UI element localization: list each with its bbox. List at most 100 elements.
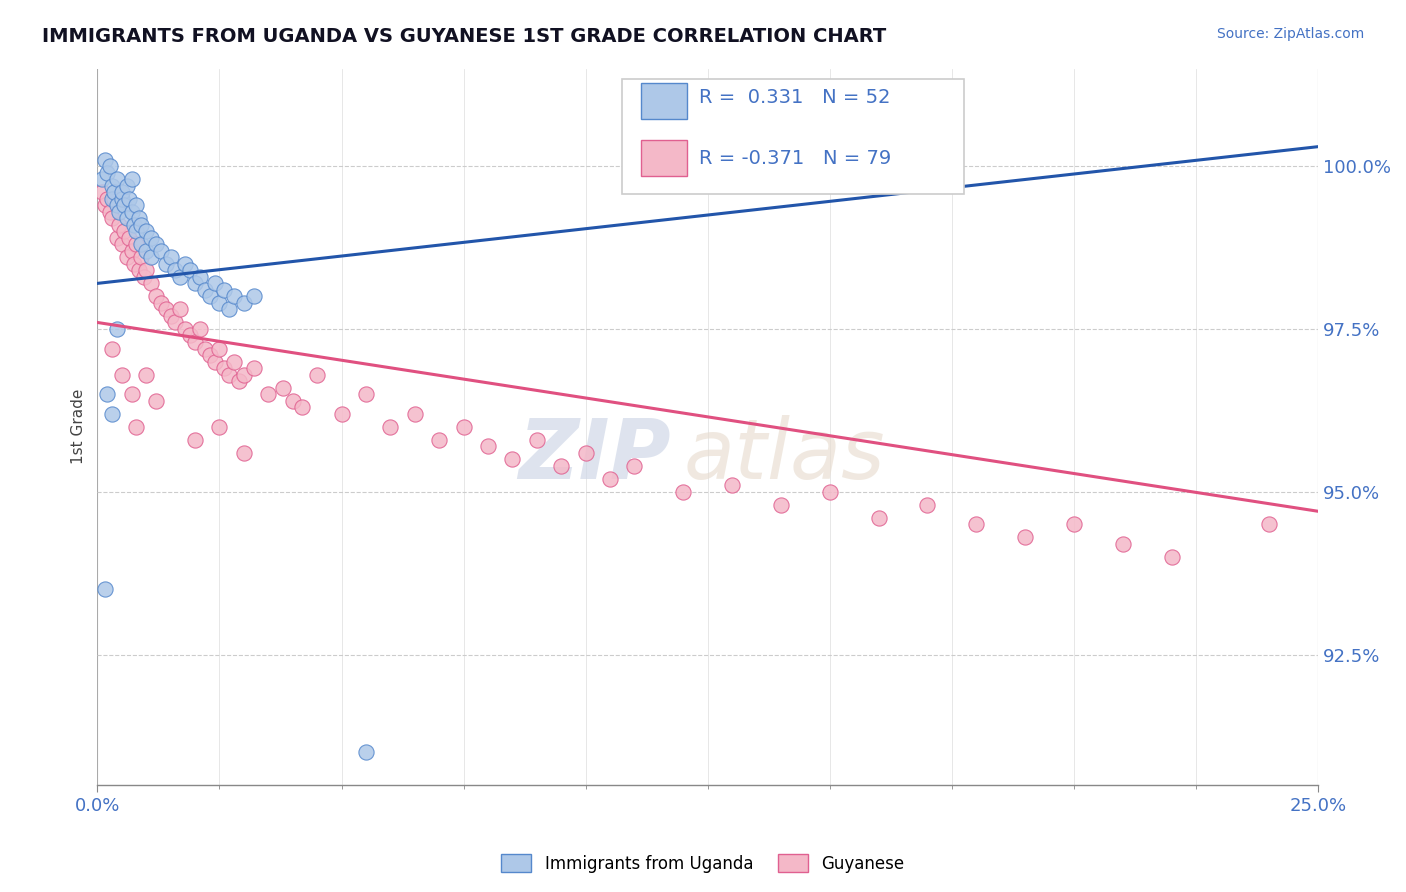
Point (965, 517, 987, 532)
Point (139, 251, 162, 265)
Point (135, 263, 157, 277)
Text: Source: ZipAtlas.com: Source: ZipAtlas.com (1216, 27, 1364, 41)
Point (96, 166, 118, 180)
Point (129, 218, 152, 232)
Point (188, 269, 211, 284)
Point (868, 510, 890, 524)
Point (93, 198, 115, 212)
Point (112, 224, 135, 238)
Point (214, 361, 236, 376)
Point (1063, 517, 1085, 532)
Point (96, 387, 118, 401)
Point (721, 478, 744, 492)
Point (174, 322, 197, 336)
Point (354, 387, 377, 401)
Point (184, 433, 207, 447)
Point (232, 296, 254, 310)
Point (93, 582, 115, 597)
Point (101, 192, 124, 206)
Point (121, 204, 143, 219)
Point (101, 342, 124, 356)
Point (125, 198, 148, 212)
Point (194, 283, 217, 297)
Point (599, 472, 621, 486)
Point (165, 263, 187, 277)
Point (111, 368, 134, 382)
Point (122, 257, 145, 271)
FancyBboxPatch shape (641, 140, 688, 176)
Point (271, 380, 294, 394)
Point (184, 277, 207, 291)
Point (96, 192, 118, 206)
Point (108, 218, 131, 232)
Point (208, 419, 231, 434)
Point (101, 211, 124, 226)
Point (105, 322, 128, 336)
Point (222, 354, 245, 368)
Point (159, 309, 181, 323)
FancyBboxPatch shape (641, 83, 688, 119)
Point (427, 433, 450, 447)
Point (155, 257, 177, 271)
Point (118, 192, 141, 206)
Point (122, 218, 145, 232)
Point (128, 263, 150, 277)
Point (145, 289, 167, 303)
Point (222, 289, 245, 303)
Point (307, 368, 329, 382)
Point (1160, 549, 1182, 564)
Point (98, 159, 121, 173)
Point (453, 419, 475, 434)
Point (101, 407, 124, 421)
Point (165, 315, 187, 329)
Point (101, 178, 124, 193)
Text: R =  0.331   N = 52: R = 0.331 N = 52 (699, 87, 890, 107)
Point (149, 244, 172, 258)
Point (103, 186, 125, 200)
Point (257, 387, 280, 401)
Point (121, 172, 143, 186)
Point (118, 231, 141, 245)
Point (115, 251, 138, 265)
Point (115, 211, 138, 226)
Point (125, 419, 148, 434)
Point (129, 251, 152, 265)
Legend: Immigrants from Uganda, Guyanese: Immigrants from Uganda, Guyanese (495, 847, 911, 880)
Point (135, 368, 157, 382)
Point (125, 237, 148, 252)
Point (105, 172, 128, 186)
Point (103, 192, 125, 206)
Point (204, 277, 226, 291)
Point (218, 302, 240, 317)
Point (169, 302, 191, 317)
Point (105, 231, 128, 245)
Point (98, 204, 121, 219)
Point (291, 400, 314, 414)
Point (769, 498, 792, 512)
Point (1112, 537, 1135, 551)
Point (121, 244, 143, 258)
Point (550, 458, 572, 473)
Point (198, 348, 221, 362)
Point (135, 244, 157, 258)
Point (477, 439, 499, 453)
Text: atlas: atlas (683, 415, 884, 496)
Point (128, 211, 150, 226)
Point (139, 277, 162, 291)
Point (149, 296, 172, 310)
Text: IMMIGRANTS FROM UGANDA VS GUYANESE 1ST GRADE CORRELATION CHART: IMMIGRANTS FROM UGANDA VS GUYANESE 1ST G… (42, 27, 886, 45)
Point (404, 407, 426, 421)
Point (242, 361, 264, 376)
Point (135, 224, 157, 238)
Point (179, 328, 201, 343)
Point (232, 368, 254, 382)
Point (208, 296, 231, 310)
Point (242, 289, 264, 303)
FancyBboxPatch shape (623, 79, 965, 194)
Point (281, 393, 304, 408)
Point (623, 458, 645, 473)
Point (108, 204, 131, 219)
Point (526, 433, 548, 447)
Point (129, 237, 152, 252)
Point (93, 153, 115, 167)
